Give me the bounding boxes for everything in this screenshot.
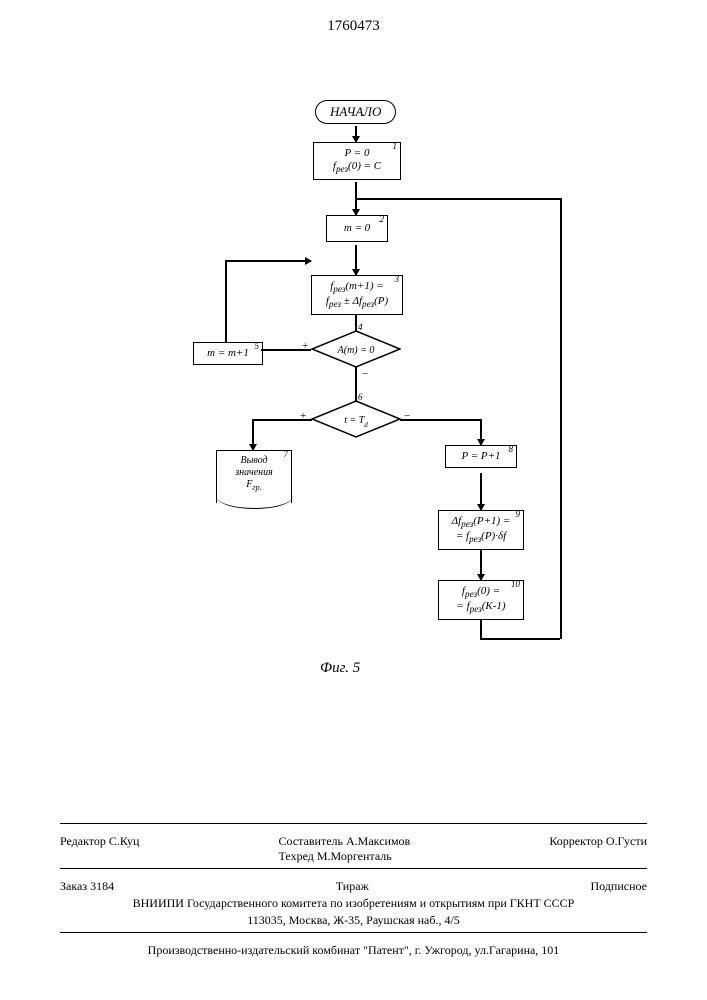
node-6: t = Td bbox=[311, 400, 401, 438]
node-8: 8 P = P+1 bbox=[445, 445, 517, 468]
node-4: A(m) = 0 bbox=[311, 330, 401, 368]
node-10: 10 fрез(0) == fрез(K-1) bbox=[438, 580, 524, 620]
podpisnoe: Подписное bbox=[590, 879, 647, 894]
figure-caption: Фиг. 5 bbox=[320, 660, 360, 677]
node-2: 2 m = 0 bbox=[326, 215, 388, 242]
node-start: НАЧАЛО bbox=[315, 100, 396, 124]
svg-text:A(m) = 0: A(m) = 0 bbox=[337, 345, 375, 356]
corrector: Корректор О.Густи bbox=[549, 834, 647, 864]
patent-page: 1760473 НАЧАЛО 1 P = 0fрез(0) = C 2 m = … bbox=[0, 0, 707, 1000]
address1: 113035, Москва, Ж-35, Раушская наб., 4/5 bbox=[60, 913, 647, 928]
node-1: 1 P = 0fрез(0) = C bbox=[313, 142, 401, 180]
flowchart-fig5: НАЧАЛО 1 P = 0fрез(0) = C 2 m = 0 3 fрез… bbox=[0, 100, 707, 760]
compiler: Составитель А.МаксимовТехред М.Моргентал… bbox=[279, 834, 411, 864]
address2: Производственно-издательский комбинат "П… bbox=[60, 943, 647, 958]
tirazh: Тираж bbox=[336, 879, 369, 894]
node-3: 3 fрез(m+1) =fрез ± Δfрез(P) bbox=[311, 275, 403, 315]
org-line: ВНИИПИ Государственного комитета по изоб… bbox=[60, 896, 647, 911]
patent-number: 1760473 bbox=[327, 18, 380, 35]
node-5: 5 m = m+1 bbox=[193, 342, 263, 365]
order-number: Заказ 3184 bbox=[60, 879, 114, 894]
editor: Редактор С.Куц bbox=[60, 834, 139, 864]
node-9: 9 Δfрез(P+1) == fрез(P)·δf bbox=[438, 510, 524, 550]
node-7: 7 ВыводзначенияFгр. bbox=[216, 450, 292, 503]
footer-block: Редактор С.Куц Составитель А.МаксимовТех… bbox=[60, 819, 647, 960]
